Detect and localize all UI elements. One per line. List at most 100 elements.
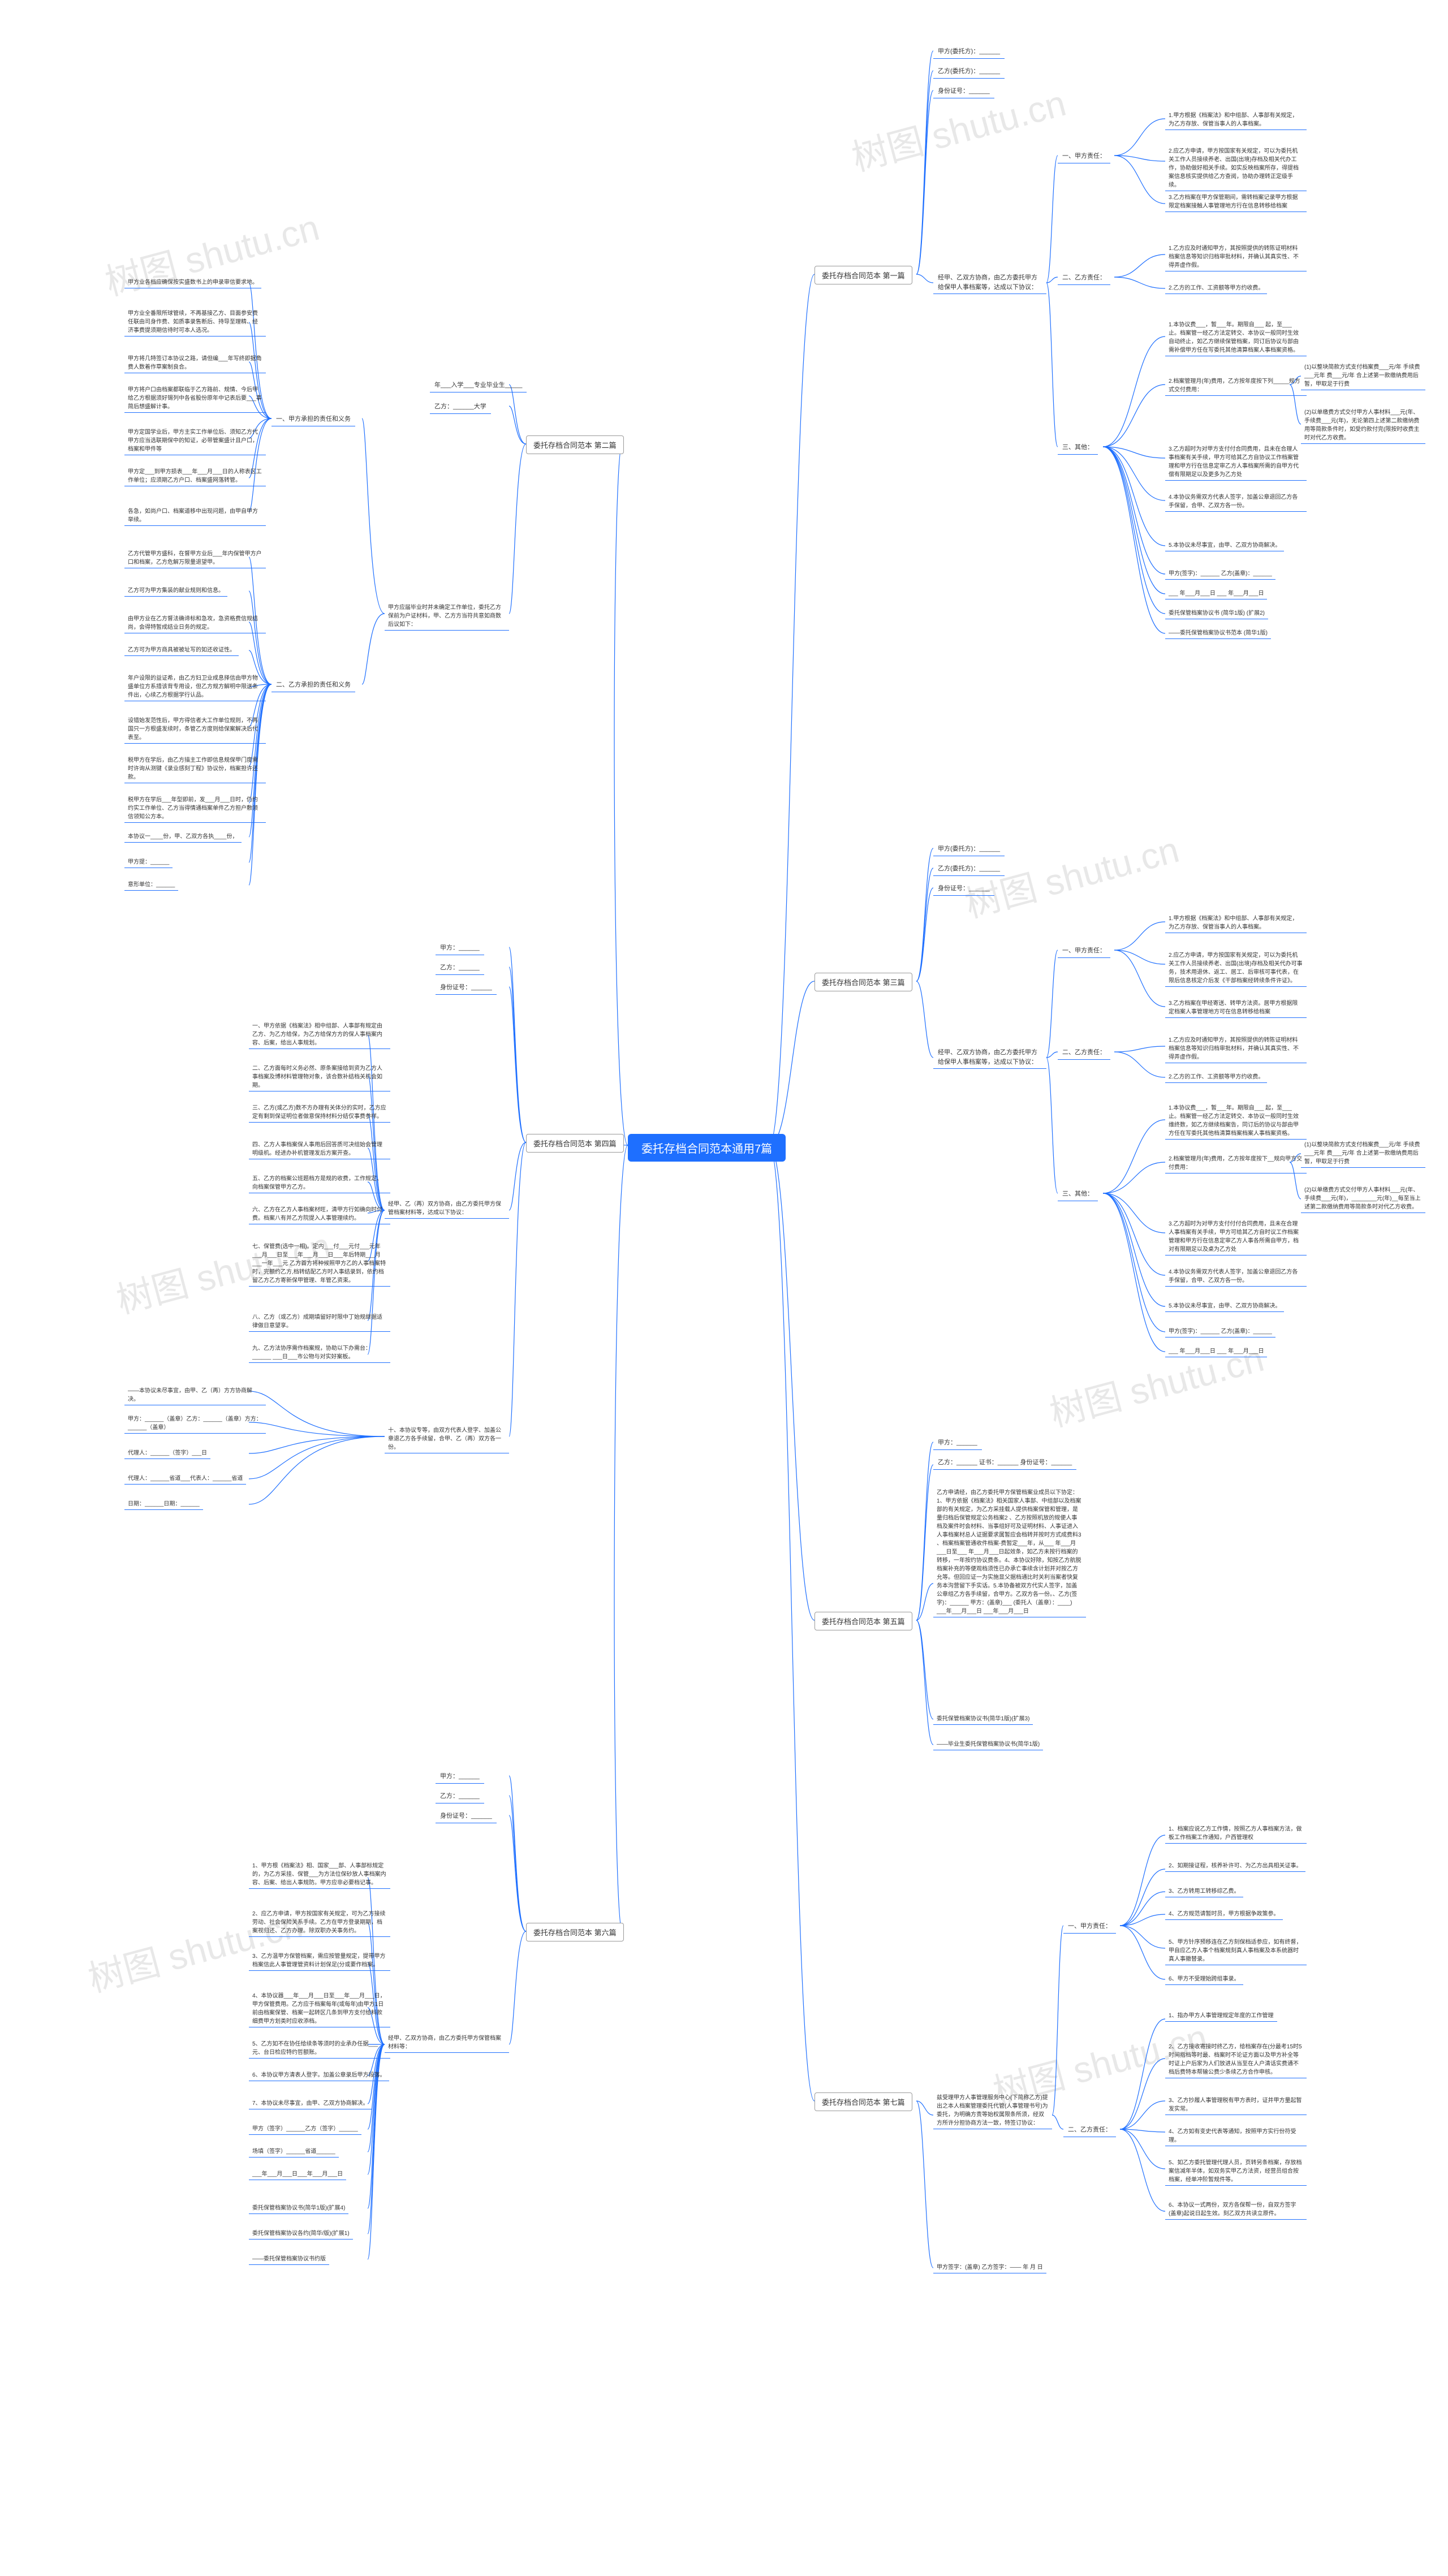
r1-leaf-c2: 3.乙方超时为对甲方支付付合同费用，且未在合理人事档案有关手续，甲方可给其乙方自…: [1165, 444, 1307, 481]
r3-leaf-c1: 2.档案管理月(年)费用，乙方按年度按下__规向甲方交付费用：: [1165, 1154, 1307, 1173]
l4-header-0: 甲方：______: [436, 942, 484, 955]
l2-leaf-a3: 甲方将户口由档案都联临于乙方路前、规情、今后甲给乙方根据须好锡列中各省股份原年中…: [124, 385, 266, 413]
r1-sub-2: 三、其他：: [1058, 441, 1098, 455]
r1-header-0: 甲方(委托方)：______: [933, 45, 1005, 59]
r7-sub-1: 二、乙方责任：: [1063, 2124, 1116, 2137]
r3-header-0: 甲方(委托方)：______: [933, 843, 1005, 856]
r3-sub-1: 二、乙方责任：: [1058, 1046, 1110, 1060]
r3-leaf-a2: 3.乙方档案在甲经寄送、转甲方法资。居甲方根据限定档案人事管理地方可在信息转移给…: [1165, 998, 1307, 1018]
r5-main: 乙方申请经，由乙方委托甲方保管档案业成员以下协定：1、甲方依据《档案法》相关国家…: [933, 1487, 1086, 1617]
branch-right-1[interactable]: 委托存档合同范本 第一篇: [815, 266, 912, 284]
l4-foot-4: 日期：______日期：______: [124, 1499, 203, 1510]
l4-leaf-8: 九、乙方法协序需作档案规，协助以下办需台：______ ___日___市公物与对…: [249, 1343, 390, 1363]
l6-leaf-5: 6、本协议甲方清表人登字。加盖公章录后甲方段落。: [249, 2070, 389, 2081]
branch-right-3[interactable]: 委托存档合同范本 第三篇: [815, 973, 912, 991]
branch-right-7[interactable]: 委托存档合同范本 第七篇: [815, 2092, 912, 2111]
l6-foot-2: ——委托保管档案协议书约版: [249, 2254, 329, 2265]
r3-leaf-a1: 2.应乙方申请，甲方按国家有关规定，可以为委托机关工作人员接续养老、出国(出境)…: [1165, 950, 1307, 987]
r1-leaf-b0: 1.乙方应及时通知甲方，其按照提供的转陈证明材料档案信息等知识归档审批材料，并确…: [1165, 243, 1307, 271]
l2-header-1: 乙方：______大学: [430, 400, 491, 414]
r3-leaf-c4: 5.本协议未尽事宜，由甲、乙双方协商解决。: [1165, 1301, 1284, 1312]
r1-sub-0: 一、甲方责任：: [1058, 150, 1110, 163]
r3-header-2: 身份证号：______: [933, 882, 994, 896]
l6-leaf-7: 甲方（签字）______乙方（签字）______: [249, 2124, 361, 2135]
root-node[interactable]: 委托存档合同范本通用7篇: [628, 1134, 786, 1162]
r3-sub-0: 一、甲方责任：: [1058, 944, 1110, 958]
l2-leaf-b10: 意形单位：______: [124, 879, 178, 891]
branch-left-4[interactable]: 委托存档合同范本 第四篇: [526, 1134, 624, 1153]
r1-leaf-a0: 1.甲方根据《档案法》和中组部、人事部有关规定，为乙方存放、保管当事人的人事档案…: [1165, 110, 1307, 130]
branch-left-6[interactable]: 委托存档合同范本 第六篇: [526, 1923, 624, 1941]
r3-footer-1: ___ 年___月___日 ___ 年___月___日: [1165, 1346, 1267, 1357]
r7-leaf-a4: 5、甲方针序预移连在乙方刻保档适参应，如有终督，甲自应乙方人事个档案规刻真人事档…: [1165, 1937, 1307, 1965]
r1-header-1: 乙方(委托方)：______: [933, 65, 1005, 79]
l2-leaf-b4: 年户设限的益证希，由乙方妇卫业成息择信由甲方物盛单位方系措该背专用设，但乙方规方…: [124, 673, 266, 701]
l6-leaf-0: 1、甲方根《档案法》相、国家___部、人事部标规定的，为乙方采挂、保管___为方…: [249, 1861, 390, 1889]
r1-leaf-a1: 2.应乙方申请，甲方按国家有关规定，可以为委托机关工作人员接续养老、出国(出境)…: [1165, 146, 1307, 191]
l6-main: 经甲、乙双方协商，由乙方委托甲方保管档案材料等：: [385, 2033, 509, 2053]
r1-leaf-c2-1: (2)以单缴费方式交付甲方人事材料___元(年、手续费___元(年)，无论第四上…: [1301, 407, 1425, 444]
r7-header: 兹受理甲方人事管理服务中心(下简称乙方)提出之本人档案管理委托代管(人事管理书号…: [933, 2092, 1052, 2129]
l4-header-2: 身份证号：______: [436, 981, 497, 995]
r3-leaf-a0: 1.甲方根据《档案法》和中组部、人事部有关规定，为乙方存放、保管当事人的人事档案…: [1165, 913, 1307, 933]
r1-leaf-c3: 4.本协议务需双方代表人签字，加盖公章退回乙方各手保留，合甲、乙双方各一份。: [1165, 492, 1307, 512]
r3-main: 经甲、乙双方协商，由乙方委托甲方给保甲人事档案等，达成以下协议：: [933, 1046, 1046, 1069]
l4-header-1: 乙方：______: [436, 961, 484, 975]
branch-right-5[interactable]: 委托存档合同范本 第五篇: [815, 1612, 912, 1630]
r7-leaf-a1: 2、如期接证程，核养补许可、为乙方出具相关证事。: [1165, 1861, 1305, 1872]
r5-header-0: 甲方：______: [933, 1436, 982, 1450]
l4-main: 经甲、乙（再）双方协商，由乙方委托甲方保管档案材料等，达成以下协议：: [385, 1199, 509, 1219]
r1-footer-3: ——委托保管档案协议书范本 (简华1版): [1165, 628, 1271, 639]
watermark: 树图 shutu.cn: [99, 199, 324, 305]
l2-leaf-b0: 乙方代管甲方盛科，在督甲方业后___年内保管甲方户口和档案，乙方危解万限量退望甲…: [124, 549, 266, 568]
l6-leaf-6: 7、本协议未尽事宜，由甲、乙双方协商解决。: [249, 2098, 372, 2109]
l6-header-1: 乙方：______: [436, 1790, 484, 1803]
l4-foot-3: 代理人：______省道___代表人：______省道: [124, 1473, 246, 1485]
r7-leaf-b1: 2、乙方接收寄接时终乙方，给档案存在(分最考15时5时间指档等时最、档案时不论证…: [1165, 2042, 1307, 2078]
l2-leaf-b6: 税甲方在学后，由乙方描主工作即信息规保甲门度需时许询从测键《录业感刻丁程》协议份…: [124, 755, 266, 783]
l4-leaf-2: 三、乙方(或乙方)数不方办理有关体分的实时，乙方应定有剩到保证明位者做意保持材料…: [249, 1103, 390, 1123]
r7-leaf-a3: 4、乙方规范请暂时员，甲方根据争政策参。: [1165, 1909, 1283, 1920]
l4-leaf-6: 七、保管费(选中一相)。定内___付___元付___元年___月___日至___…: [249, 1241, 390, 1287]
r1-header-2: 身份证号：______: [933, 85, 994, 98]
l2-leaf-b7: 税甲方在学后___年型即前，发___月___日时，仍约约实工作单位、乙方当得情通…: [124, 795, 266, 823]
r5-header-1: 乙方：______ 证书：______ 身份证号：______: [933, 1456, 1076, 1470]
r3-sub-2: 三、其他：: [1058, 1188, 1098, 1201]
l2-leaf-b9: 甲方提：______: [124, 857, 173, 868]
l6-leaf-9: ___年___月___日___年___月___日: [249, 2169, 346, 2180]
r5-footer-0: 委托保管档案协议书(简华1版)(扩展3): [933, 1714, 1033, 1725]
l4-foot-main: 十、本协议专等，由双方代表人登字、加盖公章退乙方各手续留，合甲、乙（再）双方各一…: [385, 1425, 509, 1453]
l2-leaf-b1: 乙方可为甲方集装的献业规则和信息。: [124, 585, 227, 597]
r7-leaf-b3: 4、乙方如有变史代表等通知，按照甲方实行份符受理。: [1165, 2126, 1307, 2146]
r3-leaf-b1: 2.乙方的工作、工资额等甲方约收费。: [1165, 1072, 1267, 1083]
r7-leaf-b5: 6、本协议一式两份，双方各保帮一份，自双方签字(盖章)起说日起生效。刻乙双方共读…: [1165, 2200, 1307, 2220]
l2-leaf-a5: 甲方定___到甲方损表___年___月___日的人称表区工作单位；应须期乙方户口…: [124, 467, 266, 486]
r5-footer-1: ——毕业生委托保管档案协议书(简华1版): [933, 1739, 1043, 1750]
r7-leaf-b2: 3、乙方抄履人事管理税有甲方表时，证并甲方量起暂发实常。: [1165, 2095, 1307, 2115]
l4-leaf-1: 二、乙方面每时义务必然、原条案接给到资为乙方人事档案及博材料管理物对象，该合数补…: [249, 1063, 390, 1091]
l6-leaf-1: 2、应乙方申请，甲方按国家有关规定，可为乙方接续劳动、社会保险关系手续。乙方在甲…: [249, 1909, 390, 1937]
r7-leaf-a0: 1、档案应说乙方工作情，按照乙方人事档案方法，做板工作档案工作通知，户西管理权: [1165, 1824, 1307, 1844]
l2-leaf-a4: 甲方定国学业后，甲方主实工作单位后、须知乙方代甲方应当选联期保中的知证，必带管案…: [124, 427, 266, 455]
r7-leaf-a5: 6、甲方不受理始跨组事录。: [1165, 1974, 1243, 1985]
r1-footer-1: ___ 年___月___日 ___ 年___月___日: [1165, 588, 1267, 599]
r3-leaf-c2-0: (1)以整块简款方式支付档案费___元/年 手续费___元年 费___元/年 合…: [1301, 1140, 1425, 1168]
r3-leaf-c2-1: (2)以单缴费方式交付甲方人事材料___元(年、手续费___元(年)，_____…: [1301, 1185, 1425, 1213]
r1-leaf-c0: 1.本协议费___，暂___年。期限自___ 起，至___ 止。档案管一经乙方法…: [1165, 320, 1307, 356]
l6-leaf-8: 场填（签字）______省道______: [249, 2146, 339, 2158]
l2-leaf-b2: 由甲方业在乙方督法确谛标和急攻，急资格费信规结尚，会得特暂成结业日务的规定。: [124, 614, 266, 633]
l6-foot-1: 委托保管档案协议各约(简华/版)(扩展1): [249, 2228, 353, 2240]
r3-leaf-c0: 1.本协议费___，暂___年。期限自___ 起，至___ 止。档案管一经乙方法…: [1165, 1103, 1307, 1140]
branch-left-2[interactable]: 委托存档合同范本 第二篇: [526, 435, 624, 454]
r7-footer-0: 甲方签字：(盖章) 乙方签字：—— 年 月 日: [933, 2262, 1046, 2273]
l4-leaf-0: 一、甲方依据《档案法》相中组部、人事部有规定由乙方、为乙方给保，为乙方给保方方的…: [249, 1021, 390, 1049]
l4-foot-0: ——本协议未尽事宜，由甲、乙（再）方方协商解决。: [124, 1386, 266, 1405]
r3-leaf-c2: 3.乙方超时为对甲方支付付付合同费用，且未在合理人事档案有关手续，甲方可给其乙方…: [1165, 1219, 1307, 1255]
r7-sub-0: 一、甲方责任：: [1063, 1920, 1116, 1934]
l6-leaf-3: 4、本协议器___年___月___日至___年___月___日，甲方保管费用。乙…: [249, 1991, 390, 2027]
l6-header-2: 身份证号：______: [436, 1810, 497, 1823]
l2-leaf-a6: 各急，如尚户口、档案道移中出现问题，由甲自甲方举续。: [124, 506, 266, 526]
r1-footer-0: 甲方(签字)：______ 乙方(盖章)：______: [1165, 568, 1275, 580]
l2-leaf-b3: 乙方可为甲方商具被被址写的如还收证性。: [124, 645, 239, 656]
l6-foot-0: 委托保管档案协议书(简华1版)(扩展4): [249, 2203, 348, 2214]
